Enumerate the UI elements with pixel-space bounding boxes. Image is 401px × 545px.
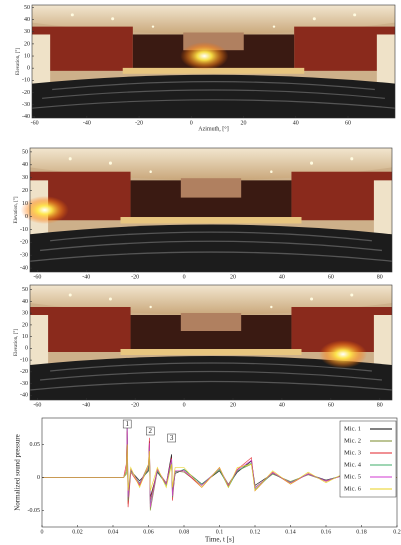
legend-label: Mic. 6: [344, 485, 362, 492]
x-tick-label: -60: [33, 402, 41, 408]
y-tick-label: -10: [20, 357, 28, 363]
x-tick-label: 20: [230, 402, 236, 408]
legend-label: Mic. 2: [344, 437, 361, 444]
panorama-image: [30, 148, 392, 272]
y-axis-label: Elevation, [°]: [14, 329, 19, 356]
y-tick-label: 50: [22, 287, 28, 293]
annotation-label: 1: [125, 420, 129, 428]
y-tick-label: -40: [20, 393, 28, 399]
x-tick-label: -40: [82, 274, 90, 280]
x-tick-label: 0.08: [179, 529, 190, 535]
y-tick-label: 0: [25, 214, 28, 220]
y-tick-label: -30: [20, 253, 28, 259]
x-tick-label: 0.02: [72, 529, 83, 535]
source-hotspot: [20, 196, 69, 224]
plot-area: [42, 418, 397, 527]
x-tick-label: -40: [83, 120, 91, 126]
y-tick-label: 20: [22, 322, 28, 328]
y-tick-label: -20: [20, 369, 28, 375]
x-tick-label: 0.2: [393, 529, 401, 535]
y-tick-label: 10: [22, 201, 28, 207]
series-line: [42, 444, 398, 492]
annotation-box: [167, 433, 176, 443]
legend-label: Mic. 5: [344, 473, 361, 480]
y-tick-label: -40: [20, 266, 28, 272]
y-tick-label: 0: [37, 475, 40, 481]
x-tick-label: -60: [33, 274, 41, 280]
y-tick-label: -40: [22, 114, 30, 120]
annotation-label: 3: [170, 434, 174, 442]
x-tick-label: 80: [377, 274, 383, 280]
x-tick-label: 60: [328, 402, 334, 408]
annotation-box: [146, 426, 155, 436]
y-tick-label: 10: [22, 334, 28, 340]
y-axis-label: Normalized sound pressure: [14, 434, 22, 511]
x-tick-label: -60: [31, 120, 39, 126]
x-tick-label: -20: [131, 402, 139, 408]
plot-frame: [31, 4, 396, 119]
y-tick-label: 50: [22, 149, 28, 155]
x-tick-label: 80: [377, 402, 383, 408]
legend-box: [339, 420, 397, 498]
legend-label: Mic. 4: [344, 461, 362, 468]
y-tick-label: -20: [22, 90, 30, 96]
x-tick-label: 0.1: [216, 529, 224, 535]
x-tick-label: 40: [293, 120, 299, 126]
y-tick-label: 0: [27, 66, 30, 72]
x-axis-label: Azimuth, [°]: [198, 125, 228, 132]
x-tick-label: -20: [135, 120, 143, 126]
x-tick-label: -20: [131, 274, 139, 280]
source-hotspot: [180, 42, 229, 71]
source-hotspot: [319, 340, 368, 369]
y-tick-label: 30: [24, 29, 30, 35]
y-tick-label: -10: [20, 227, 28, 233]
y-tick-label: -30: [20, 381, 28, 387]
x-tick-label: 0: [41, 529, 44, 535]
annotation-box: [122, 419, 132, 429]
x-tick-label: 0.16: [321, 529, 332, 535]
y-tick-label: 30: [22, 311, 28, 317]
x-tick-label: 0.14: [285, 529, 296, 535]
x-tick-label: 0.18: [356, 529, 367, 535]
y-tick-label: 20: [24, 41, 30, 47]
x-tick-label: 0: [183, 274, 186, 280]
y-tick-label: 40: [22, 299, 28, 305]
x-tick-label: 60: [345, 120, 351, 126]
plot-frame: [29, 147, 393, 273]
y-tick-label: 40: [22, 162, 28, 168]
x-tick-label: -40: [82, 402, 90, 408]
plot-frame: [29, 284, 393, 401]
x-tick-label: 0.12: [250, 529, 261, 535]
y-axis-label: Elevation, [°]: [16, 48, 21, 75]
x-tick-label: 20: [230, 274, 236, 280]
y-tick-label: -10: [22, 78, 30, 84]
x-tick-label: 0.06: [143, 529, 154, 535]
y-tick-label: 0: [25, 346, 28, 352]
y-tick-label: 0.05: [30, 442, 41, 448]
y-tick-label: 50: [24, 5, 30, 11]
y-tick-label: -20: [20, 240, 28, 246]
y-tick-label: 40: [24, 17, 30, 23]
x-tick-label: 0.04: [108, 529, 119, 535]
legend-label: Mic. 1: [344, 425, 361, 432]
x-tick-label: 0: [190, 120, 193, 126]
y-axis-label: Elevation, [°]: [14, 196, 19, 223]
x-axis-label: Time, t [s]: [205, 536, 234, 544]
y-tick-label: -30: [22, 102, 30, 108]
x-tick-label: 20: [241, 120, 247, 126]
y-tick-label: 30: [22, 175, 28, 181]
x-tick-label: 60: [328, 274, 334, 280]
y-tick-label: 20: [22, 188, 28, 194]
legend-label: Mic. 3: [344, 449, 361, 456]
y-tick-label: -0.05: [28, 508, 41, 514]
annotation-label: 2: [149, 427, 153, 435]
x-tick-label: 0: [183, 402, 186, 408]
x-tick-label: 40: [279, 402, 285, 408]
x-tick-label: 40: [279, 274, 285, 280]
y-tick-label: 10: [24, 53, 30, 59]
